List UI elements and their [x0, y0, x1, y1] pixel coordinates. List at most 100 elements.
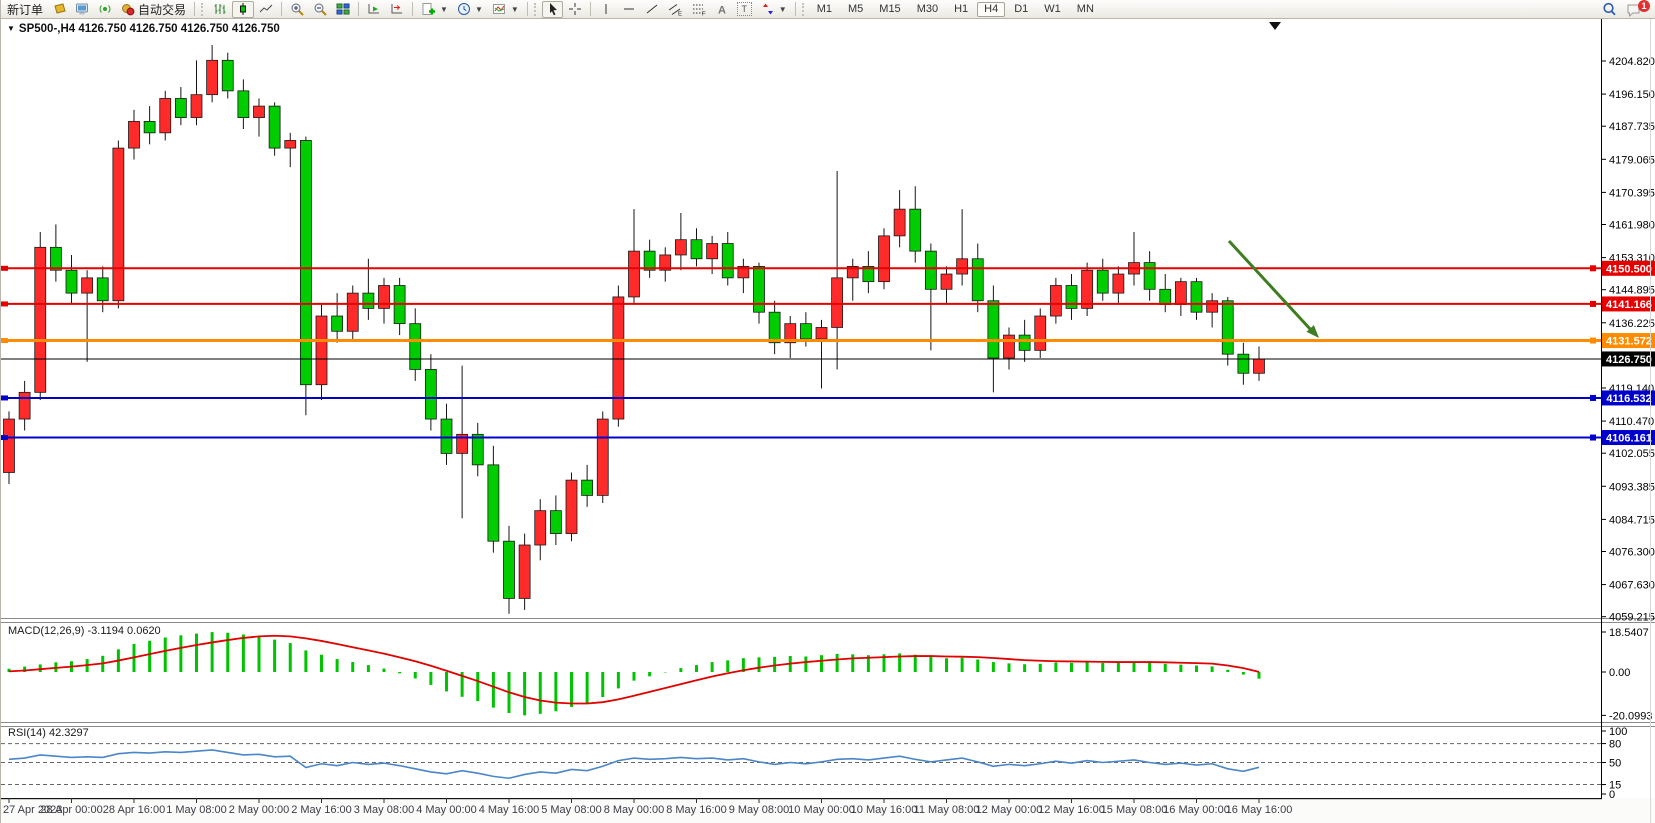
price-badge [1602, 390, 1655, 406]
toolbar-separator [794, 2, 796, 16]
line-chart-button[interactable] [255, 1, 277, 18]
indicators-button[interactable]: ▼ [417, 1, 452, 18]
pane-divider[interactable] [1, 622, 1655, 623]
candle-up [112, 147, 125, 302]
candle-down [471, 433, 484, 466]
fibonacci-button[interactable]: F [688, 1, 711, 18]
cursor-button[interactable] [541, 0, 563, 18]
candle-down [1221, 300, 1234, 355]
time-tick-label: 10 May 00:00 [788, 804, 855, 816]
bar-chart-button[interactable] [209, 1, 231, 18]
candle-up [34, 246, 47, 393]
candle-chart-button[interactable] [232, 0, 255, 18]
candle-down [1159, 288, 1172, 305]
candle-up [518, 544, 531, 599]
signals-button[interactable] [94, 1, 116, 18]
tf-H4[interactable]: H4 [977, 1, 1006, 17]
pane-divider[interactable] [1, 726, 1655, 727]
search-button[interactable] [1598, 1, 1621, 18]
tf-W1[interactable]: W1 [1037, 2, 1068, 17]
price-tick-label: 4067.630 [1609, 580, 1655, 592]
hline-right-handle[interactable] [1590, 265, 1596, 272]
candle-down [487, 464, 500, 542]
charts-profile-button[interactable] [48, 1, 70, 18]
chart-shift-marker[interactable] [1269, 22, 1281, 30]
zoom-out-button[interactable] [309, 1, 331, 18]
text-button[interactable]: A [712, 1, 732, 18]
candle-down [1018, 334, 1031, 351]
templates-button[interactable]: ▼ [488, 1, 523, 18]
chat-button[interactable]: 1 [1622, 0, 1650, 18]
tf-M5[interactable]: M5 [841, 2, 870, 17]
autotrade-button[interactable]: 自动交易 [117, 1, 190, 18]
zoom-in-button[interactable] [286, 1, 308, 18]
timeframe-group: M1 M5 M15 M30 H1 H4 D1 W1 MN [810, 1, 1101, 17]
trendline-button[interactable] [641, 1, 663, 18]
macd-tick-label: 18.5407 [1609, 627, 1649, 639]
hline-left-handle[interactable] [1, 435, 8, 441]
horizontal-line-button[interactable] [618, 1, 640, 18]
crosshair-button[interactable] [564, 1, 586, 18]
trendline-icon [646, 4, 658, 14]
candle-up [815, 327, 828, 340]
price-tick-label: 4179.065 [1609, 154, 1655, 166]
candle-up [1081, 269, 1094, 309]
tf-M30[interactable]: M30 [910, 2, 945, 17]
market-watch-button[interactable] [71, 1, 93, 18]
candle-up [628, 250, 640, 298]
zoom-out-icon [314, 3, 327, 16]
hline-left-handle[interactable] [1, 301, 8, 307]
time-tick-label: 11 May 08:00 [914, 804, 980, 816]
candle-up [534, 510, 547, 546]
hline-right-handle[interactable] [1590, 394, 1596, 401]
new-order-button[interactable]: 新订单 [3, 1, 47, 18]
candle-up [456, 433, 469, 454]
price-tick-label: 4102.055 [1609, 448, 1655, 460]
candle-up [737, 266, 750, 279]
candle-down [753, 266, 765, 313]
down-arrow-annotation[interactable] [1227, 239, 1313, 332]
tf-H1[interactable]: H1 [947, 2, 975, 17]
hline-right-handle[interactable] [1590, 337, 1596, 344]
profile-icon [54, 3, 66, 14]
auto-scroll-button[interactable] [363, 1, 385, 18]
candle-up [206, 59, 219, 96]
pane-divider[interactable] [1, 722, 1655, 723]
pane-divider[interactable] [1, 618, 1655, 619]
channel-icon: E [668, 4, 682, 16]
chart-menu-icon[interactable]: ▼ [7, 24, 15, 33]
toolbar-separator [526, 2, 528, 16]
price-tick-label: 4170.395 [1609, 187, 1655, 199]
hline-left-handle[interactable] [1, 395, 8, 401]
tf-M1[interactable]: M1 [810, 2, 839, 17]
rsi-value: 42.3297 [48, 727, 89, 739]
candle-up [128, 120, 140, 149]
rsi-tick-label: 0 [1609, 789, 1615, 801]
candle-down [643, 250, 656, 271]
periods-button[interactable]: ▼ [453, 1, 487, 18]
arrows-button[interactable]: ▼ [757, 1, 791, 18]
autotrade-label: 自动交易 [138, 2, 187, 17]
hline-right-handle[interactable] [1590, 300, 1596, 307]
horizontal-line-icon [623, 8, 634, 10]
hline-left-handle[interactable] [1, 265, 8, 271]
candle-down [971, 258, 984, 302]
hline-right-handle[interactable] [1590, 434, 1596, 441]
candle-down [96, 277, 109, 302]
vertical-line-button[interactable] [595, 1, 617, 18]
chart-shift-button[interactable] [386, 1, 408, 18]
candle-down [49, 246, 62, 271]
tf-D1[interactable]: D1 [1007, 2, 1035, 17]
tile-windows-button[interactable] [332, 1, 354, 18]
rsi-tick-label: 80 [1609, 739, 1621, 751]
candle-down [799, 323, 812, 340]
hline-left-handle[interactable] [1, 338, 8, 344]
text-label-button[interactable]: T [733, 1, 756, 18]
tf-M15[interactable]: M15 [872, 2, 907, 17]
channel-button[interactable]: E [664, 1, 687, 18]
time-tick-label: 4 May 16:00 [479, 804, 540, 816]
candle-down [221, 59, 234, 92]
tf-MN[interactable]: MN [1070, 2, 1101, 17]
candle-up [674, 239, 687, 256]
